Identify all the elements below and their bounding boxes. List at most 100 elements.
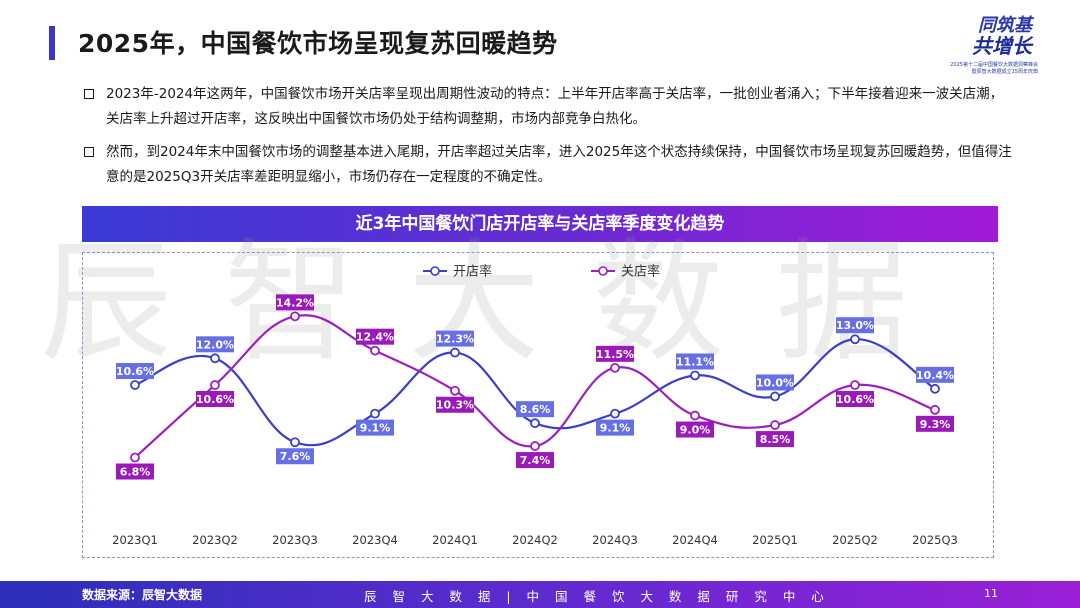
data-label: 7.6%: [280, 450, 311, 463]
x-tick-label: 2024Q4: [672, 533, 718, 547]
data-point: [210, 353, 220, 364]
data-label: 6.8%: [120, 466, 151, 479]
data-label: 9.1%: [600, 422, 631, 435]
data-point: [690, 370, 700, 381]
data-label-box: [196, 391, 234, 408]
legend-marker-2: [598, 266, 608, 276]
bullet-text-1: 2023年-2024年这两年，中国餐饮市场开关店率呈现出周期性波动的特点：上半年…: [106, 86, 1004, 127]
data-point: [530, 418, 540, 429]
title-accent-bar: [49, 26, 55, 60]
data-label: 10.6%: [116, 365, 154, 378]
data-label-box: [276, 448, 314, 465]
x-tick-label: 2023Q1: [112, 533, 158, 547]
data-label-box: [836, 317, 874, 334]
data-label-box: [836, 391, 874, 408]
logo-line-2: 共增长: [972, 34, 1032, 58]
data-point: [610, 362, 620, 373]
bullet-item-2: 然而，到2024年末中国餐饮市场的调整基本进入尾期，开店率超过关店率，进入202…: [84, 140, 1016, 190]
data-label-box: [916, 366, 954, 383]
footer-band: [0, 581, 1080, 608]
data-label-box: [436, 396, 474, 413]
data-label: 10.4%: [916, 369, 954, 382]
data-point: [370, 345, 380, 356]
data-point: [450, 347, 460, 358]
data-label-box: [436, 330, 474, 347]
data-point: [610, 408, 620, 419]
data-point: [850, 380, 860, 390]
data-label: 12.0%: [196, 338, 234, 351]
logo-line-1: 同筑基: [978, 15, 1032, 36]
x-tick-label: 2024Q1: [432, 533, 478, 547]
logo-slogan: 同筑基 共增长: [932, 15, 1032, 58]
data-label: 11.1%: [676, 355, 714, 368]
legend-label-2: 关店率: [621, 264, 660, 280]
chart-frame: [82, 252, 994, 558]
data-point: [930, 383, 940, 394]
data-point: [290, 311, 300, 322]
data-point: [530, 441, 540, 451]
data-label-box: [116, 363, 154, 380]
data-point: [370, 408, 380, 419]
data-point: [930, 404, 940, 415]
data-label-box: [356, 419, 394, 436]
logo-subtitle: 2025第十二届中国餐饮大数据洞察峰会 暨辰智大数据成立15周年庆典: [950, 62, 1038, 76]
data-label-box: [356, 328, 394, 345]
data-label: 7.4%: [520, 454, 551, 467]
data-label-box: [676, 353, 714, 370]
data-point: [850, 334, 860, 345]
data-label-box: [756, 431, 794, 448]
legend-label-1: 开店率: [453, 264, 492, 280]
data-label: 13.0%: [836, 319, 874, 332]
data-label: 12.4%: [356, 331, 394, 344]
data-label-box: [676, 421, 714, 438]
line-chart: 开店率 关店率 2023Q1 2023Q2 2023Q3 2023Q4 2024Q1 2024…: [112, 264, 958, 548]
data-label-box: [516, 452, 554, 469]
event-logo: 同筑基 共增长 2025第十二届中国餐饮大数据洞察峰会 暨辰智大数据成立15周年…: [910, 10, 1060, 82]
data-label: 11.5%: [596, 348, 634, 361]
data-label: 9.1%: [360, 422, 391, 435]
chart-title: 近3年中国餐饮门店开店率与关店率季度变化趋势: [82, 206, 998, 242]
x-tick-label: 2023Q4: [352, 533, 398, 547]
footer-org: 辰 智 大 数 据 | 中 国 餐 饮 大 数 据 研 究 中 心: [364, 589, 830, 604]
data-label: 10.6%: [836, 393, 874, 406]
data-label-box: [756, 374, 794, 391]
data-point: [690, 410, 700, 421]
data-label: 10.0%: [756, 376, 794, 389]
series-line-1: [134, 338, 936, 447]
page-title: 2025年，中国餐饮市场呈现复苏回暖趋势: [78, 29, 558, 58]
data-label-box: [516, 401, 554, 418]
logo-sub-line-2: 暨辰智大数据成立15周年庆典: [971, 69, 1038, 75]
data-label: 10.3%: [436, 399, 474, 412]
data-point: [130, 452, 140, 463]
data-point: [130, 380, 140, 390]
data-point: [770, 391, 780, 402]
logo-sub-line-1: 2025第十二届中国餐饮大数据洞察峰会: [950, 62, 1038, 68]
x-tick-label: 2025Q1: [752, 533, 798, 547]
bullet-item-1: 2023年-2024年这两年，中国餐饮市场开关店率呈现出周期性波动的特点：上半年…: [84, 82, 1016, 132]
data-label: 8.6%: [520, 403, 551, 416]
data-label-box: [596, 345, 634, 362]
data-label-box: [116, 463, 154, 480]
x-tick-label: 2025Q2: [832, 533, 878, 547]
data-label: 10.6%: [196, 393, 234, 406]
data-label: 9.3%: [920, 418, 951, 431]
x-tick-label: 2023Q3: [272, 533, 318, 547]
data-label: 8.5%: [760, 433, 791, 446]
data-label: 14.2%: [276, 296, 314, 309]
legend-marker-1: [430, 266, 440, 276]
data-label: 9.0%: [680, 424, 711, 437]
square-bullet-icon: [84, 89, 94, 99]
page-number: 11: [984, 587, 998, 600]
bullet-text-2: 然而，到2024年末中国餐饮市场的调整基本进入尾期，开店率超过关店率，进入202…: [106, 144, 1012, 185]
bullet-list: 2023年-2024年这两年，中国餐饮市场开关店率呈现出周期性波动的特点：上半年…: [84, 82, 1016, 198]
data-label: 12.3%: [436, 333, 474, 346]
data-label-box: [276, 294, 314, 311]
x-tick-label: 2024Q3: [592, 533, 638, 547]
data-point: [290, 437, 300, 448]
x-tick-label: 2023Q2: [192, 533, 238, 547]
data-point: [210, 380, 220, 390]
x-tick-label: 2024Q2: [512, 533, 558, 547]
data-point: [770, 420, 780, 430]
x-tick-label: 2025Q3: [912, 533, 958, 547]
